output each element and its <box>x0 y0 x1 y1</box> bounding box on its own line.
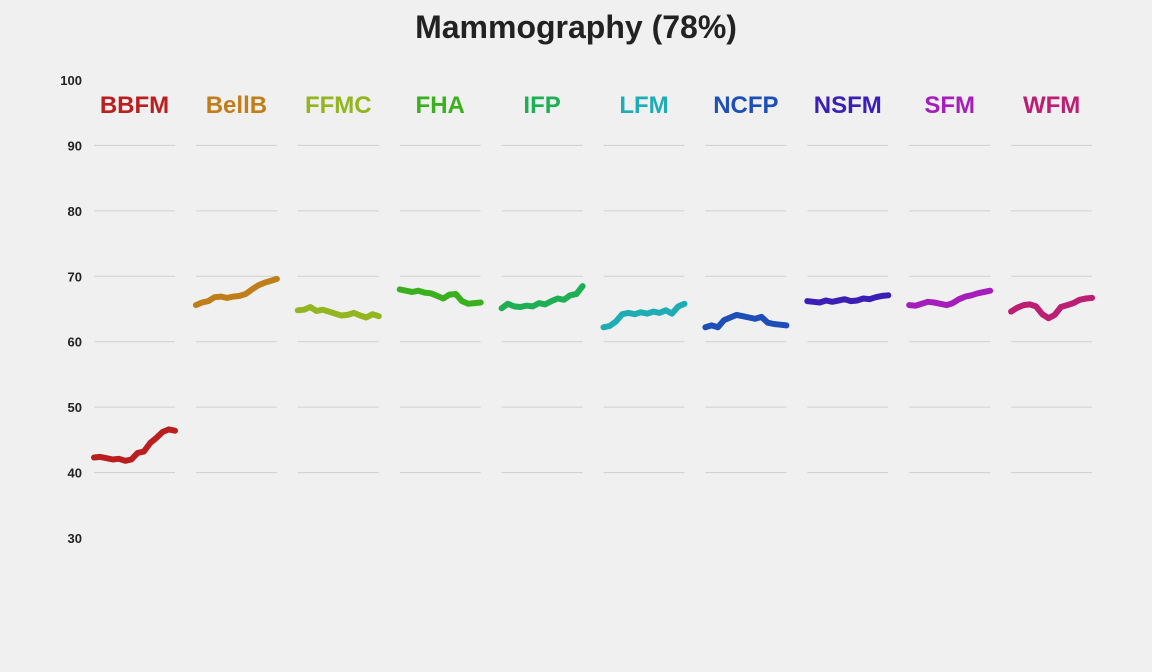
series-line-ffmc <box>294 304 382 321</box>
series-label: SFM <box>924 92 975 119</box>
panel-bbfm: BBFM <box>91 92 178 474</box>
panel-wfm: WFM <box>1008 92 1096 474</box>
y-tick-label: 100 <box>60 73 82 88</box>
chart-title: Mammography (78%) <box>415 9 737 45</box>
series-line-fha <box>396 286 484 307</box>
panel-ffmc: FFMC <box>294 92 382 474</box>
series-line-bellb <box>192 275 280 309</box>
series-line-ifp <box>498 283 586 312</box>
panel-sfm: SFM <box>906 92 994 474</box>
series-line-nsfm <box>804 292 892 306</box>
panel-lfm: LFM <box>600 92 688 474</box>
y-tick-label: 30 <box>68 531 82 546</box>
y-tick-label: 60 <box>68 335 82 350</box>
series-label: NCFP <box>713 92 778 119</box>
y-axis: 30 40 50 60 70 80 90 100 <box>60 73 82 546</box>
series-line-sfm <box>906 287 994 309</box>
panel-ncfp: NCFP <box>702 92 790 474</box>
panel-bellb: BellB <box>192 92 280 474</box>
series-line-ncfp <box>702 311 790 331</box>
y-tick-label: 50 <box>68 400 82 415</box>
series-label: BellB <box>206 92 267 119</box>
y-tick-label: 80 <box>68 204 82 219</box>
series-line-wfm <box>1008 294 1096 322</box>
panel-fha: FHA <box>396 92 484 474</box>
panels: BBFM BellB FFMC FHA IFP LFM NCFP NSFM SFM WFM <box>91 92 1096 474</box>
series-label: NSFM <box>814 92 882 119</box>
y-tick-label: 40 <box>68 466 82 481</box>
panel-nsfm: NSFM <box>804 92 892 474</box>
series-line-lfm <box>600 300 688 331</box>
series-label: LFM <box>619 92 668 119</box>
y-tick-label: 70 <box>68 269 82 284</box>
series-label: FHA <box>416 92 465 119</box>
series-label: FFMC <box>305 92 372 119</box>
series-label: WFM <box>1023 92 1080 119</box>
series-label: IFP <box>523 92 560 119</box>
y-tick-label: 90 <box>68 138 82 153</box>
series-line-bbfm <box>91 426 178 464</box>
series-label: BBFM <box>100 92 169 119</box>
panel-ifp: IFP <box>498 92 586 474</box>
